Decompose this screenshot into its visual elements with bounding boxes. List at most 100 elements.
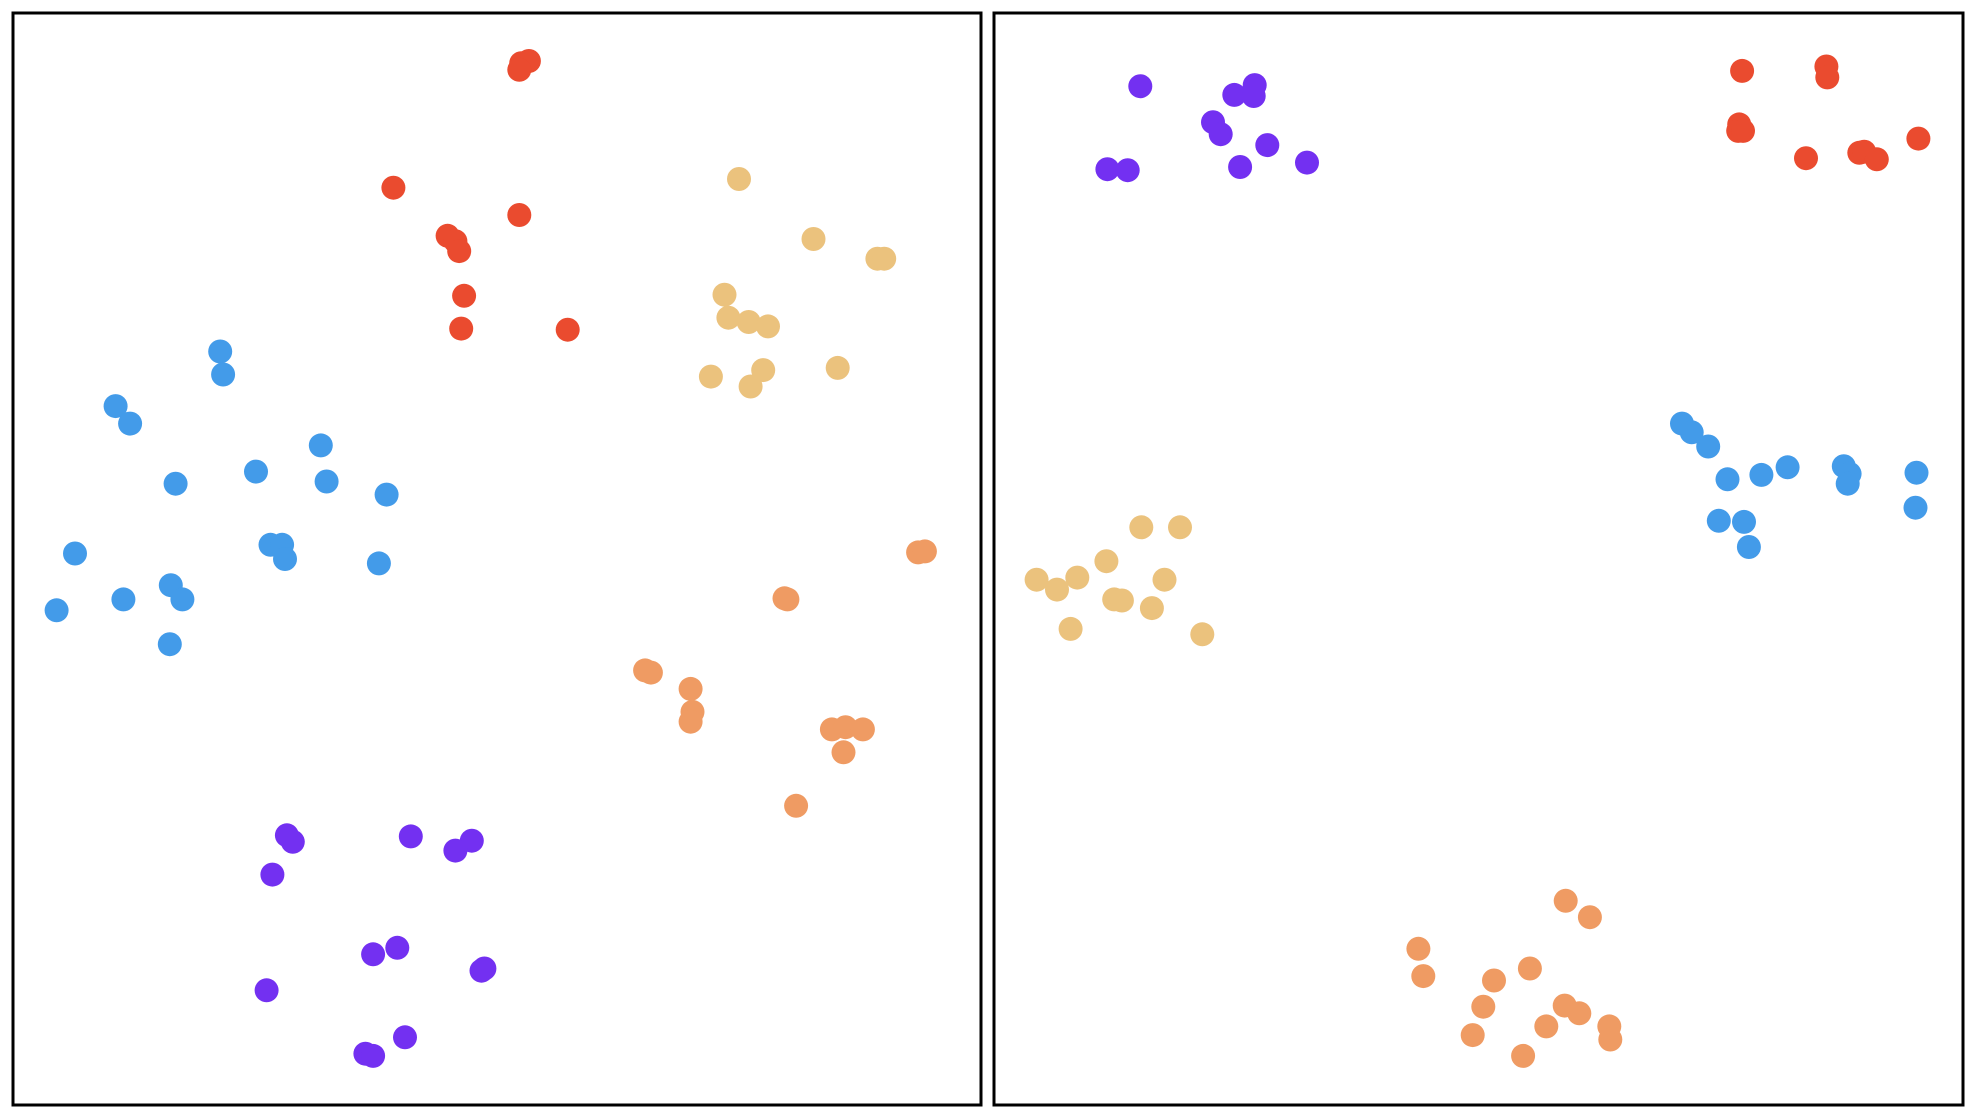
- scatter-point: [163, 471, 188, 496]
- scatter-point: [801, 227, 826, 251]
- scatter-point: [393, 1025, 417, 1050]
- scatter-point: [1903, 495, 1928, 520]
- scatter-point: [678, 709, 703, 734]
- scatter-point: [912, 539, 937, 564]
- scatter-point: [738, 374, 763, 399]
- scatter-point: [254, 978, 279, 1003]
- scatter-point: [1295, 150, 1319, 175]
- scatter-point: [1045, 577, 1069, 602]
- scatter-point: [1511, 1043, 1536, 1068]
- scatter-point: [1567, 1001, 1592, 1026]
- scatter-point: [1411, 964, 1436, 989]
- scatter-point: [103, 394, 128, 419]
- scatter-point: [1024, 567, 1049, 592]
- scatter-panel-right: [992, 11, 1965, 1107]
- series-3-left: [44, 339, 399, 657]
- scatter-point: [1815, 65, 1840, 90]
- scatter-point: [1517, 956, 1542, 981]
- scatter-point: [756, 314, 780, 339]
- scatter-point: [507, 203, 532, 227]
- scatter-point: [118, 411, 143, 436]
- series-4-left: [633, 539, 937, 818]
- scatter-point: [1152, 567, 1177, 592]
- scatter-point: [1190, 622, 1215, 647]
- series-1-left: [381, 49, 580, 342]
- scatter-point: [1094, 549, 1119, 574]
- series-2-left: [698, 167, 897, 399]
- scatter-point: [63, 541, 87, 566]
- scatter-point: [361, 1043, 386, 1068]
- scatter-point: [280, 829, 305, 854]
- scatter-point: [385, 935, 410, 960]
- scatter-point: [1460, 1023, 1485, 1048]
- scatter-point: [260, 862, 285, 887]
- scatter-point: [1731, 118, 1755, 143]
- scatter-point: [208, 339, 233, 364]
- series-3-right: [1670, 411, 1929, 559]
- scatter-point: [273, 547, 297, 571]
- scatter-panel-left: [11, 11, 983, 1107]
- scatter-point: [443, 838, 468, 863]
- scatter-point: [716, 305, 741, 330]
- scatter-point: [727, 167, 751, 191]
- scatter-point: [555, 317, 580, 342]
- scatter-point: [472, 956, 497, 981]
- scatter-point: [1168, 515, 1192, 540]
- scatter-point: [1577, 905, 1602, 930]
- scatter-point: [1058, 616, 1083, 641]
- scatter-point: [507, 57, 532, 82]
- scatter-point: [825, 355, 850, 380]
- scatter-point: [308, 433, 333, 458]
- scatter-point: [1736, 535, 1761, 559]
- scatter-point: [398, 824, 423, 849]
- scatter-point: [361, 942, 386, 967]
- scatter-point: [1706, 508, 1731, 533]
- scatter-point: [314, 469, 339, 494]
- series-5-right: [1406, 888, 1623, 1068]
- scatter-point: [1115, 158, 1140, 183]
- scatter-point: [381, 175, 406, 200]
- scatter-point: [1222, 82, 1247, 107]
- plot-area-frame-right: [992, 11, 1965, 1107]
- series-4-right: [1024, 515, 1215, 647]
- scatter-point: [1775, 455, 1800, 480]
- scatter-point: [1208, 122, 1233, 147]
- points-layer-left: [44, 49, 937, 1068]
- scatter-point: [244, 459, 268, 484]
- scatter-point: [1794, 146, 1818, 171]
- scatter-point: [1471, 994, 1496, 1019]
- scatter-point: [1065, 565, 1090, 590]
- scatter-point: [1679, 420, 1704, 445]
- scatter-point: [1241, 84, 1266, 108]
- scatter-point: [850, 717, 875, 742]
- points-layer-right: [1024, 54, 1931, 1068]
- scatter-point: [44, 598, 69, 623]
- scatter-point: [698, 364, 723, 389]
- scatter-point: [1749, 462, 1774, 487]
- scatter-point: [111, 587, 136, 612]
- scatter-point: [1255, 133, 1280, 158]
- scatter-point: [452, 283, 477, 308]
- scatter-point: [872, 246, 897, 271]
- plot-area-frame-left: [11, 11, 983, 1107]
- scatter-point: [1228, 155, 1253, 179]
- scatter-point: [1732, 509, 1756, 534]
- scatter-point: [1406, 936, 1431, 961]
- scatter-point: [833, 715, 858, 740]
- scatter-point: [1835, 471, 1860, 496]
- scatter-point: [736, 310, 761, 334]
- series-1-right: [1095, 73, 1319, 183]
- scatter-point: [831, 740, 856, 765]
- scatter-point: [775, 587, 800, 612]
- scatter-point: [751, 358, 776, 383]
- scatter-point: [1906, 126, 1931, 151]
- scatter-point: [1904, 460, 1929, 485]
- scatter-point: [449, 316, 474, 341]
- scatter-point: [1598, 1027, 1623, 1052]
- scatter-point: [447, 239, 472, 264]
- scatter-point: [1139, 596, 1164, 621]
- scatter-point: [374, 482, 399, 507]
- scatter-point: [784, 793, 809, 818]
- scatter-point: [1553, 888, 1578, 913]
